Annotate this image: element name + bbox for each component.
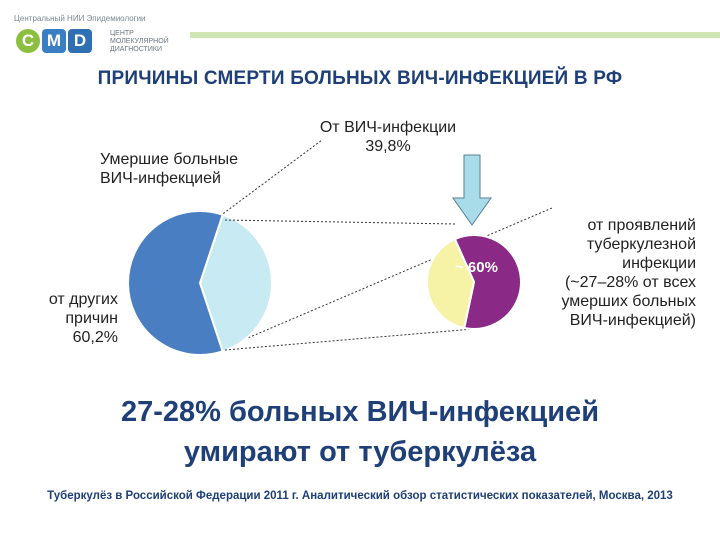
- tb-pie-slice-0: [453, 234, 522, 330]
- source-citation: Туберкулёз в Российской Федерации 2011 г…: [47, 490, 673, 502]
- label-line: (~27–28% от всех: [564, 274, 696, 291]
- pie-charts: [127, 139, 553, 356]
- label-main-title: Умершие больные ВИЧ-инфекцией: [100, 150, 238, 188]
- logo-top-text: Центральный НИИ Эпидемиологии: [14, 14, 146, 23]
- conclusion-line: умирают от туберкулёза: [183, 436, 537, 468]
- label-line: От ВИЧ-инфекции: [319, 119, 457, 136]
- label-line: инфекции: [622, 255, 696, 272]
- label-line: ВИЧ-инфекцией: [100, 170, 221, 187]
- page-title: ПРИЧИНЫ СМЕРТИ БОЛЬНЫХ ВИЧ-ИНФЕКЦИЕЙ В Р…: [97, 68, 623, 89]
- logo-subtitle-line: МОЛЕКУЛЯРНОЙ: [110, 38, 169, 45]
- label-other-causes: от других причин 60,2%: [22, 290, 118, 347]
- label-line: 39,8%: [365, 138, 411, 155]
- logo-subtitle-line: ДИАГНОСТИКИ: [110, 46, 162, 53]
- header-divider: [190, 32, 720, 38]
- label-line: Умершие больные: [100, 151, 238, 168]
- logo-subtitle-line: ЦЕНТР: [110, 30, 134, 37]
- logo-subtitle: ЦЕНТР МОЛЕКУЛЯРНОЙ ДИАГНОСТИКИ: [110, 30, 169, 54]
- conclusion-line: 27-28% больных ВИЧ-инфекцией: [120, 396, 600, 428]
- label-line: от проявлений: [587, 217, 696, 234]
- main-pie-slice-0: [198, 213, 273, 353]
- logo-mark: C M D: [16, 28, 92, 54]
- label-hiv: От ВИЧ-инфекции 39,8%: [290, 118, 486, 156]
- label-line: ВИЧ-инфекцией): [569, 312, 696, 329]
- down-arrow-icon: [452, 154, 492, 226]
- conclusion: 27-28% больных ВИЧ-инфекцией умирают от …: [0, 392, 720, 472]
- main-pie: [127, 210, 273, 356]
- label-line: причин: [65, 310, 118, 327]
- label-line: умерших больных: [561, 293, 696, 310]
- logo-letter-m: M: [42, 29, 66, 53]
- label-line: туберкулезной: [586, 236, 696, 253]
- label-line: от других: [48, 291, 118, 308]
- zoom-line-bottom: [224, 327, 486, 351]
- zoom-line-top: [224, 219, 456, 225]
- logo-letter-d: D: [68, 29, 92, 53]
- tb-pie: [426, 234, 522, 330]
- main-pie-slice-1: [127, 210, 224, 356]
- label-line: 60,2%: [72, 329, 118, 346]
- leader-line-top: [219, 139, 323, 217]
- label-tb-value: ~ 60%: [455, 259, 498, 276]
- logo: Центральный НИИ Эпидемиологии C M D ЦЕНТ…: [14, 14, 214, 58]
- logo-letter-c: C: [16, 29, 40, 53]
- tb-pie-slice-1: [426, 237, 476, 330]
- label-tb: от проявлений туберкулезной инфекции (~2…: [530, 216, 696, 330]
